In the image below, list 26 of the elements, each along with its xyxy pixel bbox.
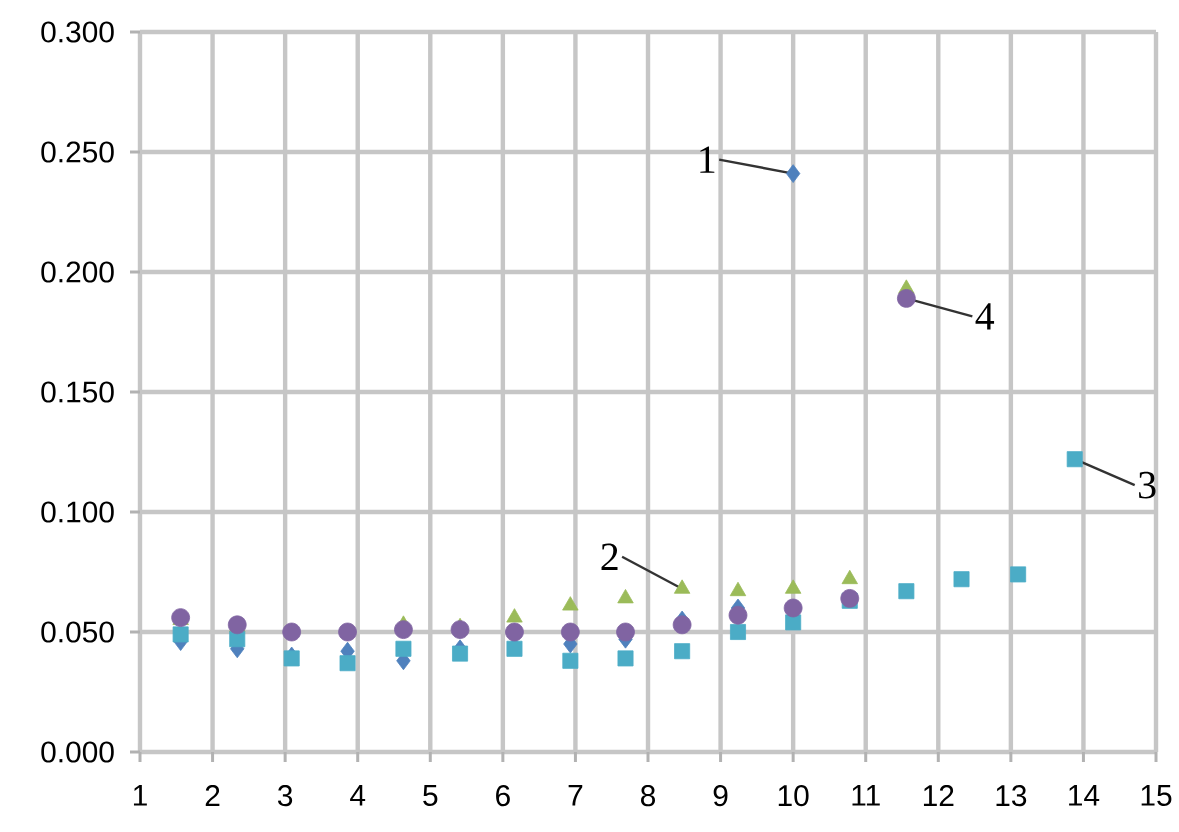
annotation: 3 <box>1139 471 1156 499</box>
x-tick-label: 6 <box>496 785 510 807</box>
annotation: 1 <box>700 146 715 173</box>
x-tick-label: 11 <box>852 785 880 806</box>
x-tick-label: 1 <box>133 785 147 806</box>
x-tick-label: 12 <box>923 785 954 806</box>
annotation: 4 <box>975 303 995 330</box>
y-tick-label: 0.100 <box>41 501 114 523</box>
x-tick-label: 4 <box>350 785 366 806</box>
y-tick-label: 0.000 <box>41 741 114 763</box>
x-tick-label: 10 <box>778 785 809 807</box>
x-tick-label: 3 <box>277 785 293 807</box>
y-tick-label: 0.050 <box>41 621 114 643</box>
x-tick-label: 8 <box>641 785 656 807</box>
x-tick-label: 2 <box>205 785 220 806</box>
x-tick-label: 14 <box>1069 785 1100 806</box>
x-tick-label: 13 <box>996 785 1027 807</box>
y-tick-label: 0.300 <box>41 21 114 43</box>
x-tick-label: 15 <box>1141 785 1172 806</box>
y-tick-label: 0.200 <box>41 261 114 283</box>
x-tick-label: 9 <box>713 785 728 807</box>
y-tick-label: 0.150 <box>41 381 114 403</box>
x-tick-label: 7 <box>568 785 583 806</box>
y-tick-label: 0.250 <box>41 141 114 163</box>
annotation: 2 <box>601 543 618 570</box>
x-tick-label: 5 <box>423 785 438 806</box>
